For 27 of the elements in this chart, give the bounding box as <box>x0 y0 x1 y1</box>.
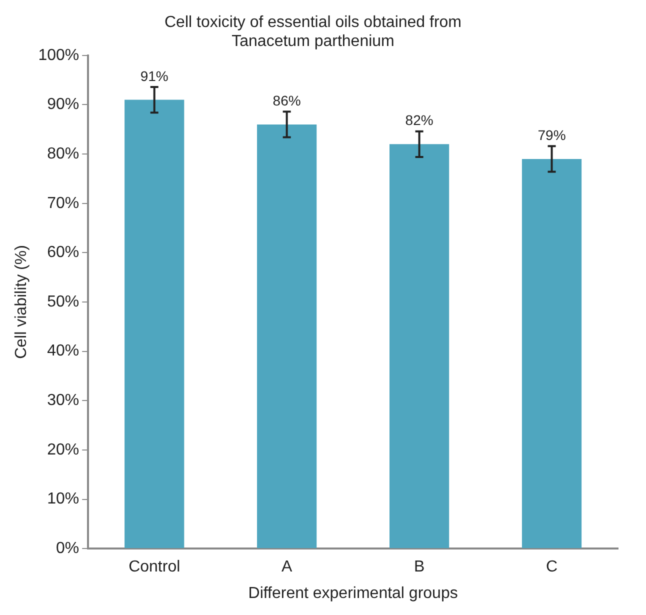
x-tick-label: C <box>546 558 558 576</box>
x-axis-title: Different experimental groups <box>248 584 458 602</box>
y-tick-label: 70% <box>47 194 80 212</box>
bar <box>389 144 450 548</box>
data-label: 82% <box>405 112 434 128</box>
y-tick-label: 50% <box>47 293 80 310</box>
y-tick-label: 90% <box>47 96 80 114</box>
data-label: 91% <box>140 68 168 84</box>
y-tick-label: 10% <box>47 490 80 508</box>
y-tick-label: 0% <box>56 540 80 558</box>
bar <box>124 100 184 548</box>
x-tick-label: A <box>281 558 292 576</box>
bar <box>257 124 317 548</box>
y-tick-label: 40% <box>47 342 80 360</box>
y-tick-label: 60% <box>47 244 80 262</box>
x-tick-label: Control <box>128 558 180 576</box>
y-tick-label: 80% <box>47 145 80 162</box>
y-tick-label: 100% <box>38 46 80 64</box>
text: Tanacetum parthenium <box>232 33 394 50</box>
data-label: 79% <box>538 127 566 144</box>
text: Cell toxicity of essential oils obtained from <box>164 14 462 32</box>
y-tick-label: 20% <box>47 441 80 458</box>
bar <box>522 158 582 548</box>
x-tick-label: B <box>414 558 425 576</box>
data-label: 86% <box>272 92 301 108</box>
y-tick-label: 30% <box>47 392 80 410</box>
y-axis-title: Cell viability (%) <box>13 245 30 359</box>
